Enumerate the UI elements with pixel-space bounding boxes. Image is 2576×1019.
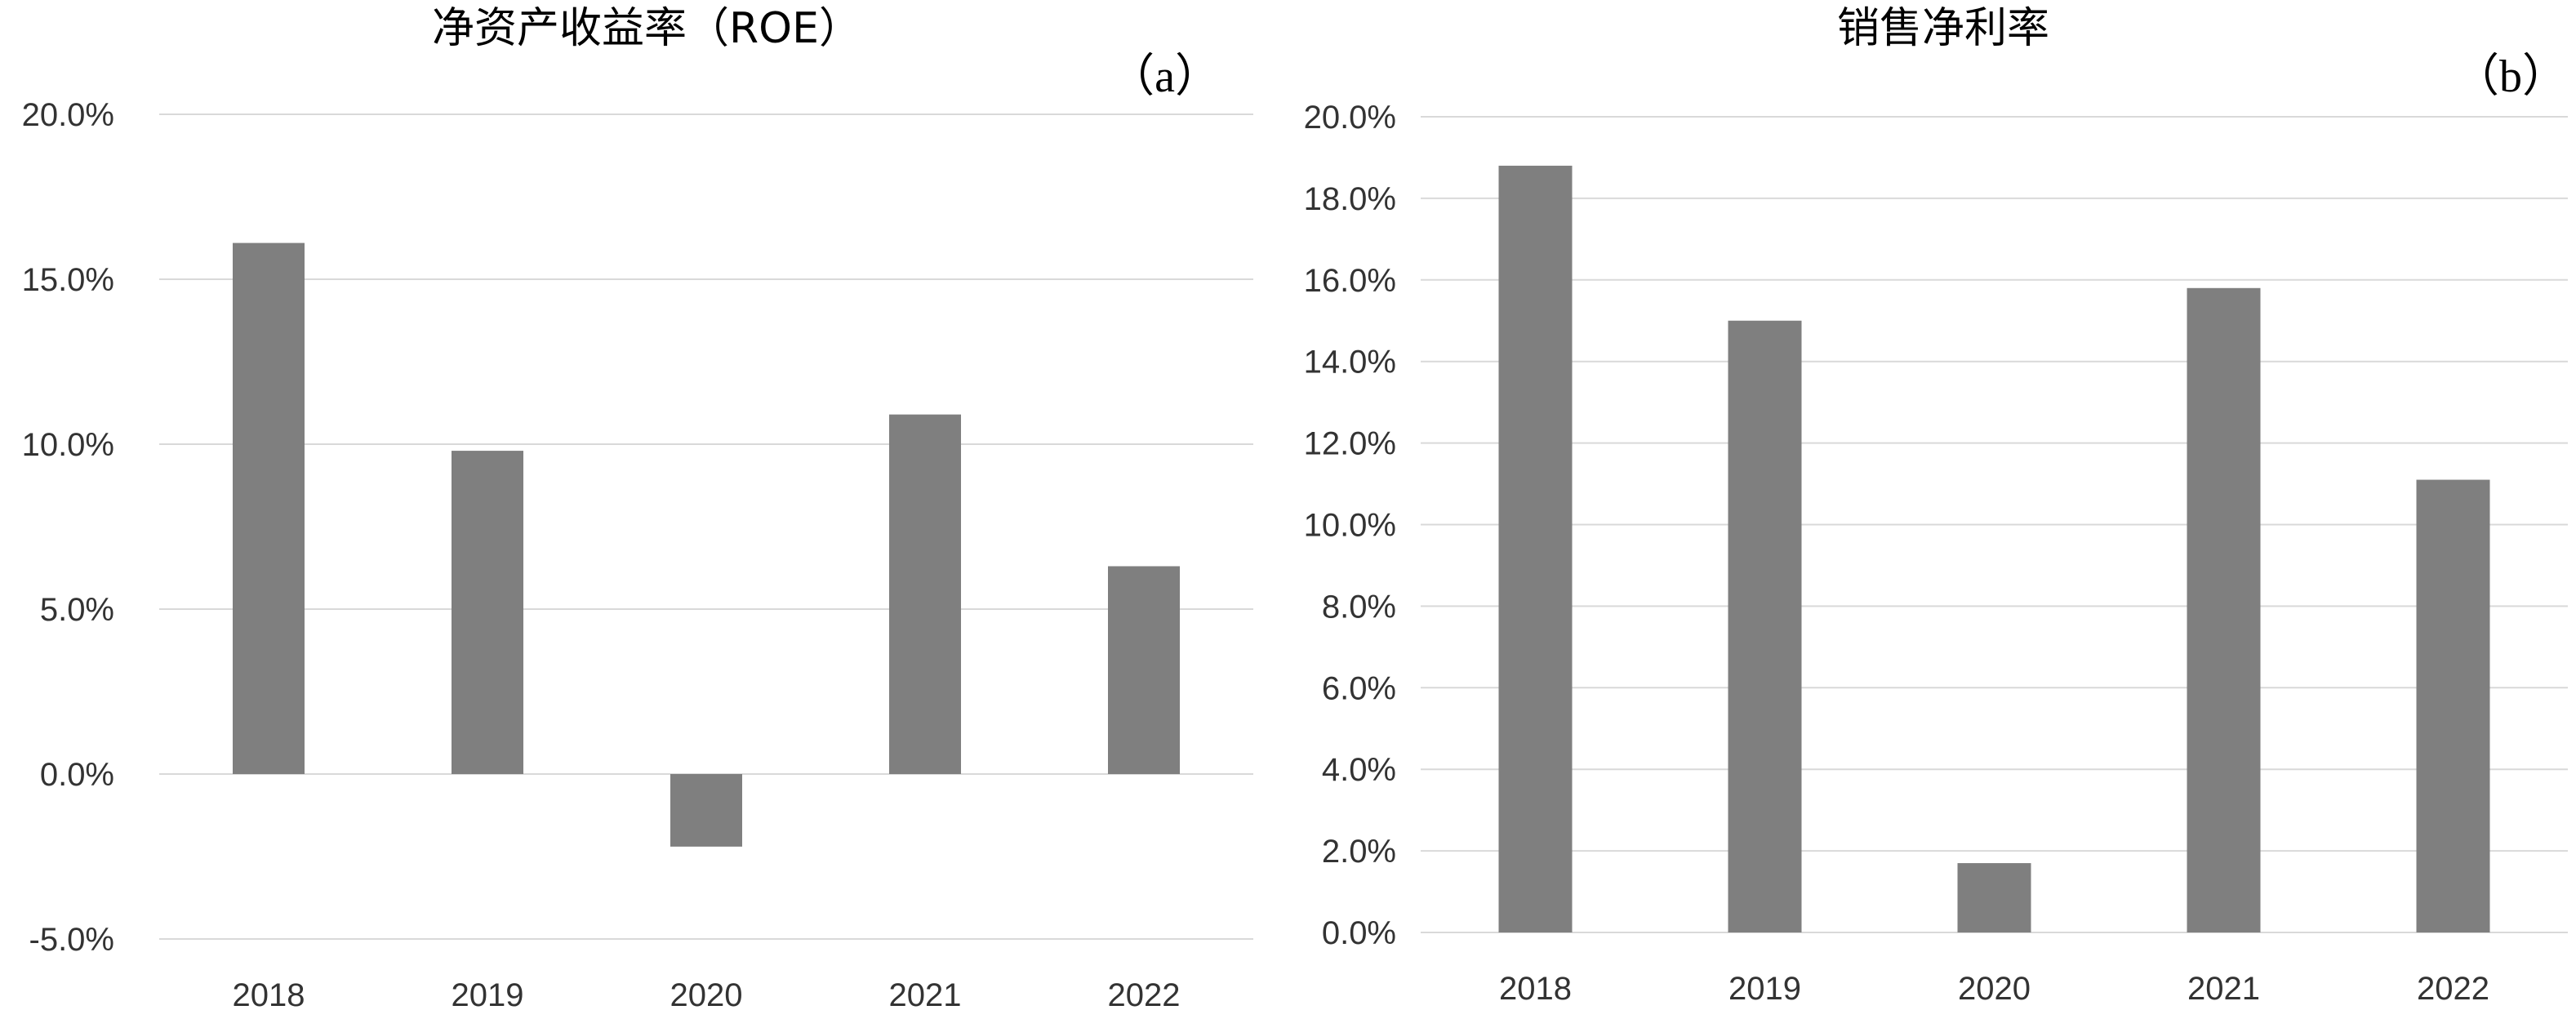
y-tick-labels: -5.0% 0.0% 5.0% 10.0% 15.0% 20.0% <box>22 97 114 958</box>
chart-title: 净资产收益率（ROE） <box>432 4 861 53</box>
x-tick-label: 2018 <box>233 977 305 1013</box>
bars <box>233 243 1180 847</box>
bar <box>233 243 305 774</box>
x-tick-label: 2021 <box>889 977 962 1013</box>
x-tick-label: 2022 <box>1108 977 1181 1013</box>
x-tick-label: 2020 <box>670 977 743 1013</box>
y-tick-label: 5.0% <box>40 592 114 628</box>
bar <box>1498 165 1573 932</box>
x-tick-label: 2019 <box>1728 971 1801 1007</box>
y-tick-label: 14.0% <box>1304 345 1396 380</box>
x-tick-labels: 2018 2019 2020 2021 2022 <box>1499 971 2489 1007</box>
chart-roe: 净资产收益率（ROE） （a） -5.0% 0.0% 5.0% 10.0% 15.0% 2… <box>22 4 1253 1013</box>
gridlines <box>1421 116 2568 933</box>
y-tick-label: 18.0% <box>1304 181 1396 217</box>
x-tick-label: 2020 <box>1958 971 2031 1007</box>
bar <box>452 451 523 774</box>
y-tick-label: 20.0% <box>22 97 114 133</box>
chart-net-profit-margin: 销售净利率 （b） 0.0% 2.0% 4.0% 6.0% 8.0% 10.0% 12.0%… <box>1304 4 2568 1007</box>
y-tick-label: 10.0% <box>1304 508 1396 544</box>
gridlines <box>159 113 1253 940</box>
y-tick-label: 16.0% <box>1304 263 1396 299</box>
panel-label: （b） <box>2454 51 2568 102</box>
x-tick-label: 2019 <box>452 977 524 1013</box>
x-tick-labels: 2018 2019 2020 2021 2022 <box>233 977 1181 1013</box>
bar <box>2416 479 2490 932</box>
y-tick-label: 10.0% <box>22 427 114 463</box>
y-tick-label: 0.0% <box>40 757 114 793</box>
y-tick-label: 20.0% <box>1304 100 1396 136</box>
panel-label: （a） <box>1109 51 1221 102</box>
y-tick-label: 4.0% <box>1322 752 1396 788</box>
bar <box>2187 287 2261 932</box>
x-tick-label: 2022 <box>2417 971 2489 1007</box>
bar <box>1108 566 1180 774</box>
y-tick-label: 0.0% <box>1322 915 1396 951</box>
y-tick-label: 6.0% <box>1322 670 1396 706</box>
x-tick-label: 2018 <box>1499 971 1572 1007</box>
x-tick-label: 2021 <box>2187 971 2260 1007</box>
y-tick-label: 2.0% <box>1322 834 1396 870</box>
chart-title: 销售净利率 <box>1837 4 2049 53</box>
y-tick-label: 8.0% <box>1322 589 1396 625</box>
y-tick-label: 12.0% <box>1304 426 1396 462</box>
y-tick-label: 15.0% <box>22 262 114 298</box>
bar <box>1728 320 1802 932</box>
bars <box>1498 165 2490 932</box>
y-tick-labels: 0.0% 2.0% 4.0% 6.0% 8.0% 10.0% 12.0% 14.0% 16.0%… <box>1304 100 1396 951</box>
bar <box>1957 863 2031 932</box>
y-tick-label: -5.0% <box>29 922 115 958</box>
bar <box>889 414 961 774</box>
bar <box>670 774 742 847</box>
